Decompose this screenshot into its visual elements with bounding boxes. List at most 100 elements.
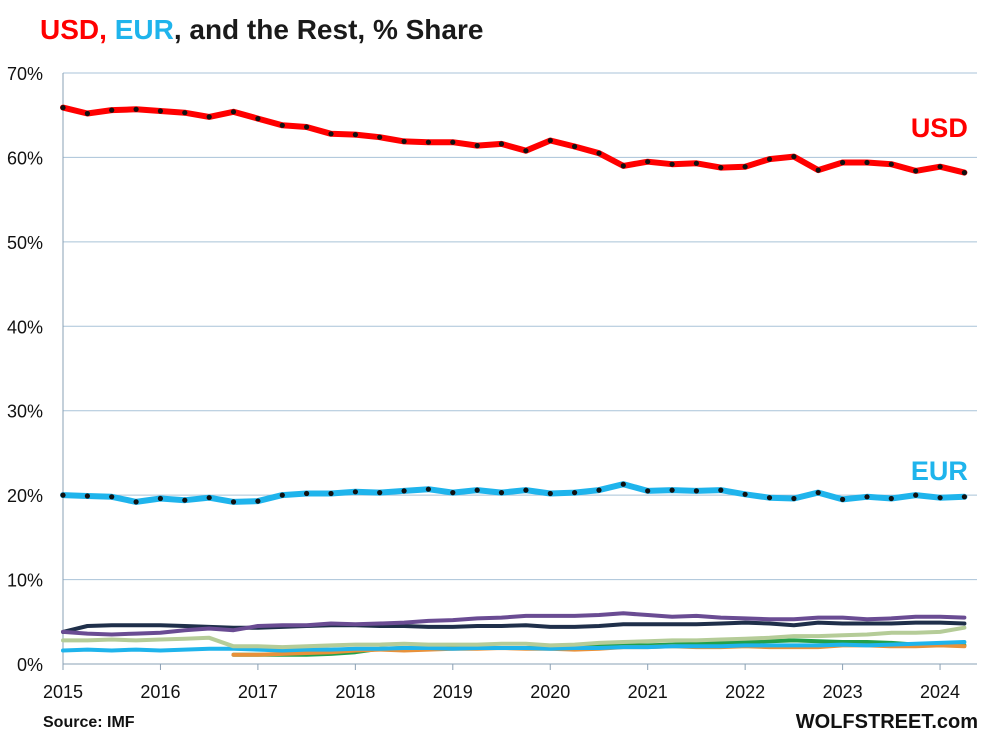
data-point-usd [401,138,407,144]
series-lines [60,104,968,657]
y-tick-label: 70% [7,64,43,84]
data-point-usd [888,161,894,167]
title-eur: EUR [114,14,174,45]
data-point-eur [182,497,188,503]
data-point-usd [840,159,846,166]
data-point-usd [693,160,700,166]
data-point-usd [255,116,261,122]
data-point-eur [840,496,846,502]
data-point-usd [377,134,383,140]
y-tick-label: 0% [17,655,43,675]
gridlines [62,72,977,670]
data-point-usd [109,107,115,113]
x-tick-label: 2019 [433,682,473,702]
y-tick-label: 60% [7,148,43,168]
series-line-other-5 [61,640,967,653]
data-point-eur [523,487,529,493]
data-point-eur [864,494,870,500]
data-point-usd [766,156,773,162]
data-point-eur [401,488,407,494]
series-labels: EUR USD [911,113,968,486]
data-point-usd [620,163,626,169]
data-point-usd [596,150,602,156]
data-point-usd [60,105,66,111]
x-tick-label: 2016 [140,682,180,702]
data-point-usd [230,109,237,115]
data-point-eur [961,494,968,500]
x-tick-label: 2018 [335,682,375,702]
title-usd: USD, [40,14,107,45]
chart-title: USD, EUR, and the Rest, % Share [40,14,483,46]
data-point-eur [109,494,115,500]
data-point-eur [377,490,383,496]
data-point-eur [937,495,943,501]
x-axis-tick-labels: 2015 2016 2017 2018 2019 2020 2021 2022 2023 2024 [43,682,960,702]
data-point-usd [742,164,748,170]
data-point-usd [547,137,553,144]
x-tick-label: 2021 [628,682,668,702]
data-point-eur [620,481,626,487]
data-point-eur [498,490,505,496]
data-point-eur [279,492,285,498]
data-point-usd [815,167,821,173]
data-point-usd [84,110,90,117]
series-label-eur: EUR [911,456,968,486]
data-point-eur [60,492,66,498]
data-point-usd [425,139,431,145]
data-point-usd [572,143,578,150]
data-point-eur [791,495,797,502]
data-point-usd [157,108,163,114]
data-point-usd [206,114,212,120]
series-label-usd: USD [911,113,968,143]
data-point-eur [328,490,334,497]
data-point-eur [913,492,919,498]
y-tick-label: 50% [7,233,43,253]
data-point-usd [498,141,505,147]
data-point-usd [182,110,188,116]
data-point-eur [425,486,431,492]
data-point-eur [645,488,651,494]
x-tick-label: 2022 [725,682,765,702]
data-point-usd [328,131,334,137]
data-point-eur [133,499,139,505]
data-point-usd [645,159,651,165]
x-tick-label: 2020 [530,682,570,702]
data-point-usd [474,143,480,149]
data-point-eur [888,495,894,502]
y-tick-label: 40% [7,317,43,337]
series-line-other-4 [61,625,967,650]
data-point-usd [279,122,285,128]
data-point-usd [450,139,456,145]
data-point-eur [84,493,90,499]
data-point-eur [304,490,310,497]
series-line-other-2 [61,611,967,637]
data-point-eur [742,491,748,497]
data-point-eur [474,487,480,493]
data-point-usd [961,170,968,176]
data-point-usd [937,164,943,170]
data-point-usd [352,132,358,138]
data-point-usd [913,168,919,174]
x-tick-label: 2015 [43,682,83,702]
data-point-eur [815,490,821,496]
data-point-eur [547,490,553,497]
data-point-eur [206,495,212,501]
y-tick-label: 20% [7,486,43,506]
title-rest: , and the Rest, % Share [173,14,484,45]
y-tick-label: 10% [7,571,43,591]
series-line-usd [60,104,968,176]
data-point-usd [718,165,724,171]
data-point-eur [572,490,578,496]
data-point-eur [230,499,237,505]
data-point-eur [255,498,261,504]
data-point-eur [766,495,773,501]
y-tick-label: 30% [7,402,43,422]
series-line-eur [60,481,968,505]
source-note: Source: IMF [43,714,135,731]
data-point-usd [791,154,797,160]
data-point-usd [864,159,870,166]
data-point-eur [596,487,602,493]
brand-watermark: WOLFSTREET.com [795,711,978,733]
data-point-eur [157,495,163,502]
